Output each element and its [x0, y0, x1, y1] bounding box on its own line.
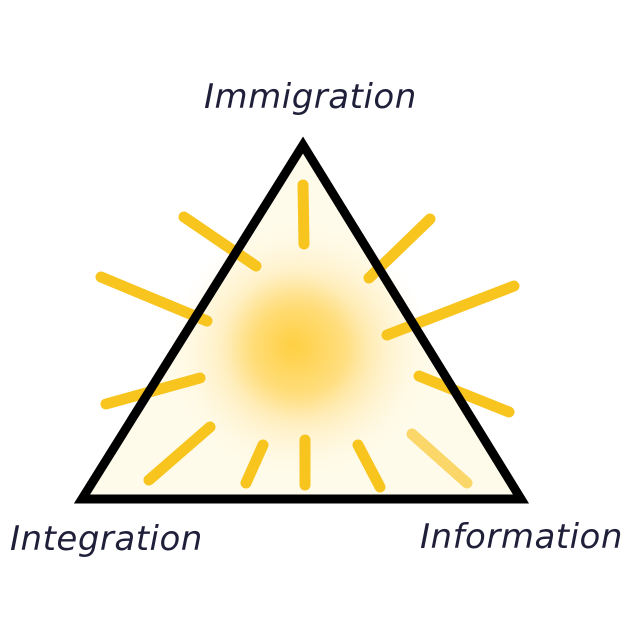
sun-core: [224, 273, 360, 417]
ray: [381, 280, 520, 341]
ray: [297, 179, 310, 250]
ray: [240, 439, 269, 489]
ray: [95, 271, 213, 327]
label-information: Information: [420, 517, 623, 557]
triangle-outline: [73, 136, 530, 504]
label-immigration: Immigration: [204, 77, 417, 117]
sun-rays: [95, 179, 520, 493]
label-integration: Integration: [10, 519, 203, 559]
ray: [406, 428, 473, 489]
ray: [143, 421, 216, 486]
ray: [413, 370, 515, 418]
ray: [352, 439, 386, 493]
ray: [178, 211, 262, 272]
